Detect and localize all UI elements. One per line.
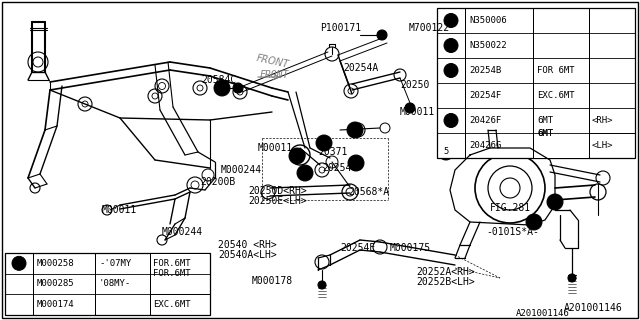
Text: M000178: M000178	[252, 276, 293, 286]
Text: '08MY-: '08MY-	[99, 279, 131, 289]
Circle shape	[438, 144, 454, 160]
Circle shape	[568, 274, 576, 282]
Text: FOR.6MT: FOR.6MT	[153, 259, 191, 268]
Text: 20540 <RH>: 20540 <RH>	[218, 240, 276, 250]
Text: FOR.6MT: FOR.6MT	[153, 269, 191, 278]
Text: FRONT: FRONT	[260, 70, 289, 80]
Circle shape	[377, 30, 387, 40]
Text: N350022: N350022	[469, 41, 507, 50]
Bar	[5, 253, 210, 315]
Circle shape	[347, 122, 363, 138]
Text: -'07MY: -'07MY	[99, 259, 131, 268]
Circle shape	[444, 114, 458, 127]
Bar	[533, 108, 588, 157]
Text: 2: 2	[449, 41, 454, 50]
Text: 20254A: 20254A	[343, 63, 378, 73]
Text: 20426G: 20426G	[469, 141, 501, 150]
Circle shape	[289, 148, 305, 164]
Circle shape	[316, 135, 332, 151]
Text: M000244: M000244	[221, 165, 262, 175]
Text: 20254F: 20254F	[469, 91, 501, 100]
Text: FOR 6MT: FOR 6MT	[537, 66, 575, 75]
Text: 1: 1	[220, 84, 225, 92]
Circle shape	[348, 155, 364, 171]
Text: A201001146: A201001146	[516, 308, 570, 317]
Bar	[437, 8, 635, 158]
Text: FIG.281: FIG.281	[490, 203, 531, 213]
Text: 2: 2	[353, 158, 358, 167]
Text: 20200B: 20200B	[200, 177, 236, 187]
Circle shape	[526, 214, 542, 230]
Text: 3: 3	[448, 66, 454, 75]
Text: 6MT: 6MT	[537, 116, 553, 125]
Text: 5: 5	[17, 259, 22, 268]
Text: M000285: M000285	[37, 279, 75, 289]
Text: 20371: 20371	[318, 147, 348, 157]
Text: 20254C: 20254C	[322, 163, 357, 173]
Text: EXC.6MT: EXC.6MT	[153, 300, 191, 309]
Circle shape	[297, 165, 313, 181]
Text: 20584C: 20584C	[201, 75, 236, 85]
Text: <LH>: <LH>	[592, 141, 614, 150]
Text: 2: 2	[353, 125, 358, 134]
Text: 3: 3	[552, 197, 557, 206]
Circle shape	[214, 80, 230, 96]
Text: N350006: N350006	[469, 16, 507, 25]
Text: 3: 3	[302, 169, 308, 178]
Text: 20254E: 20254E	[340, 243, 375, 253]
Circle shape	[444, 38, 458, 52]
Text: 2: 2	[321, 139, 326, 148]
Text: 20250E<LH>: 20250E<LH>	[248, 196, 307, 206]
Circle shape	[547, 194, 563, 210]
Text: P100171: P100171	[320, 23, 361, 33]
Text: FRONT: FRONT	[256, 53, 291, 70]
Circle shape	[444, 13, 458, 28]
Text: M000258: M000258	[37, 259, 75, 268]
Text: M00011: M00011	[400, 107, 435, 117]
Text: A201001146: A201001146	[564, 303, 623, 313]
Text: EXC.6MT: EXC.6MT	[537, 91, 575, 100]
Text: M000175: M000175	[390, 243, 431, 253]
Text: M00011: M00011	[258, 143, 293, 153]
Text: M000244: M000244	[162, 227, 203, 237]
Text: M00011: M00011	[102, 205, 137, 215]
Text: 4: 4	[449, 116, 454, 125]
Text: 20252B<LH>: 20252B<LH>	[416, 277, 475, 287]
Text: M700122: M700122	[409, 23, 450, 33]
Text: 20540A<LH>: 20540A<LH>	[218, 250, 276, 260]
Text: 6MT: 6MT	[537, 129, 553, 138]
Circle shape	[318, 281, 326, 289]
Text: 4: 4	[531, 218, 536, 227]
Text: 20568*A: 20568*A	[348, 187, 389, 197]
Circle shape	[12, 256, 26, 270]
Text: 1: 1	[449, 16, 454, 25]
Text: 20250: 20250	[400, 80, 429, 90]
Text: M000174: M000174	[37, 300, 75, 309]
Circle shape	[405, 103, 415, 113]
Text: 20250D<RH>: 20250D<RH>	[248, 186, 307, 196]
Text: 6MT: 6MT	[537, 129, 553, 138]
Text: <RH>: <RH>	[592, 116, 614, 125]
Text: 20254B: 20254B	[469, 66, 501, 75]
Text: 2: 2	[294, 151, 300, 161]
Text: 5: 5	[444, 148, 449, 156]
Bar	[150, 253, 209, 294]
Text: 20426F: 20426F	[469, 116, 501, 125]
Text: -0101S*A-: -0101S*A-	[486, 227, 539, 237]
Text: 20252A<RH>: 20252A<RH>	[416, 267, 475, 277]
Circle shape	[444, 63, 458, 77]
Circle shape	[233, 83, 243, 93]
